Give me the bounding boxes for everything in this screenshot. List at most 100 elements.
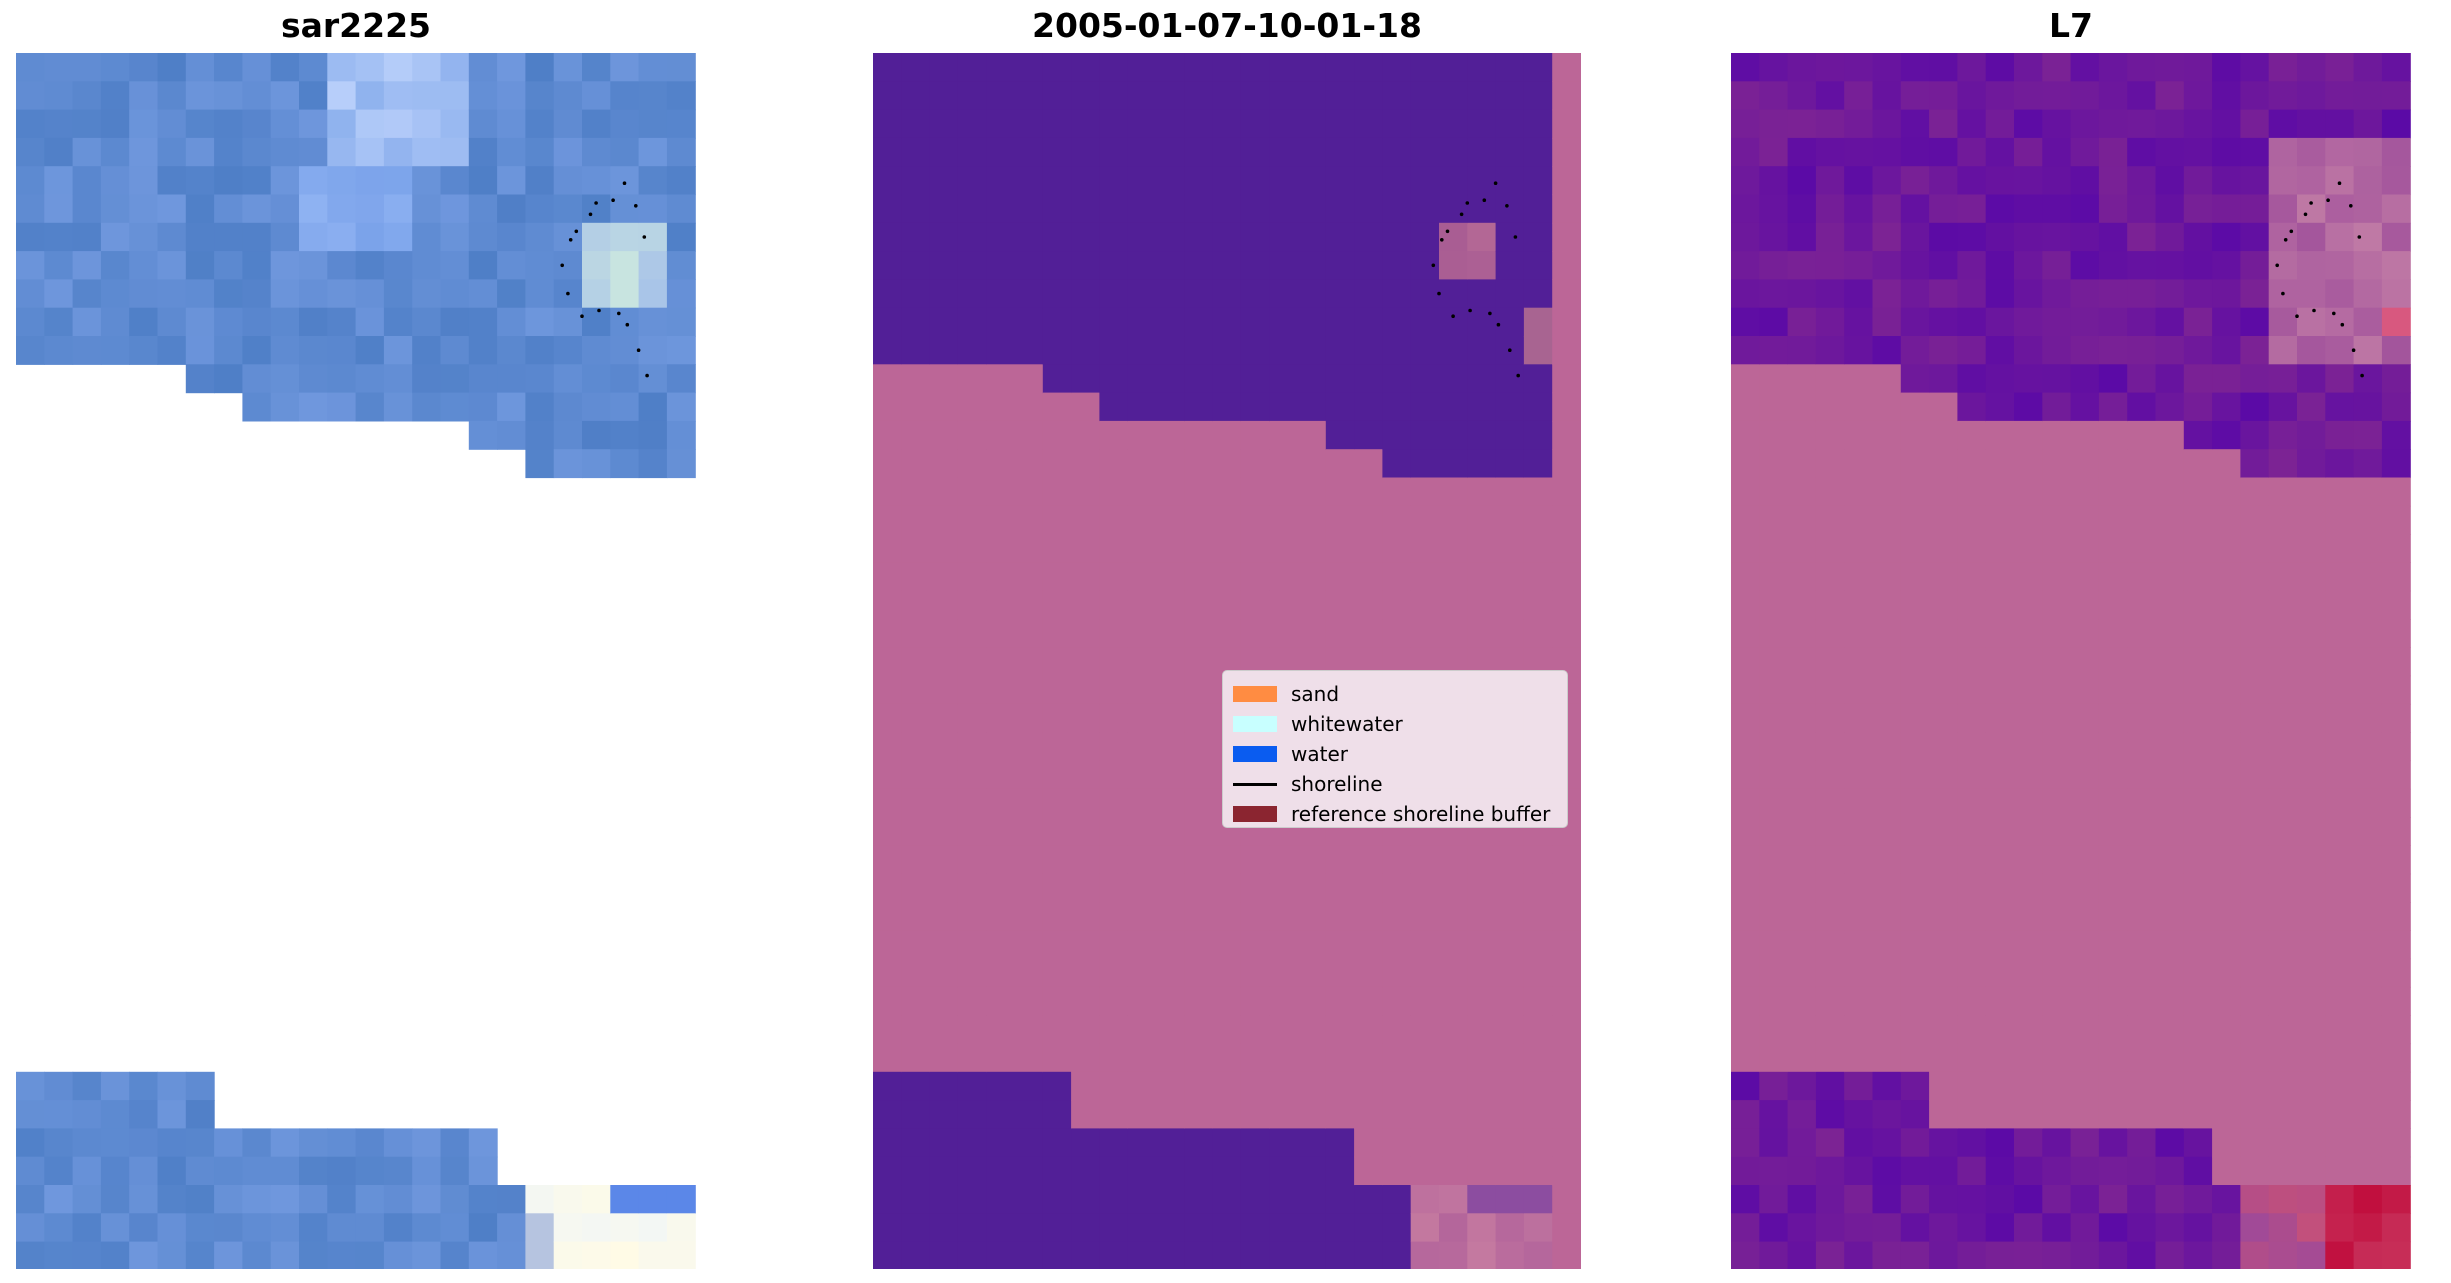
shoreline-point (2332, 311, 2336, 316)
index-pixel (1900, 392, 1930, 422)
class-pixel (1014, 930, 1044, 960)
index-pixel (1929, 222, 1958, 252)
index-pixel (2183, 109, 2213, 139)
index-pixel (2325, 109, 2355, 139)
class-pixel (1325, 1043, 1355, 1073)
index-pixel (2212, 1156, 2241, 1186)
rgb-pixel (327, 1128, 357, 1158)
index-pixel (2127, 902, 2157, 931)
rgb-pixel (299, 392, 328, 422)
index-pixel (2212, 958, 2241, 988)
index-pixel (2268, 364, 2298, 394)
class-pixel (1297, 1071, 1327, 1101)
class-pixel (1269, 930, 1299, 960)
class-pixel (1467, 1128, 1497, 1158)
class-pixel (1382, 1213, 1412, 1243)
rgb-pixel (242, 194, 272, 224)
rgb-pixel (129, 1156, 159, 1186)
index-pixel (1929, 109, 1958, 139)
class-pixel (1184, 449, 1214, 479)
index-pixel (2325, 1015, 2355, 1045)
class-pixel (1014, 1156, 1044, 1186)
class-pixel (1071, 53, 1100, 82)
index-pixel (2297, 137, 2326, 167)
index-pixel (2098, 307, 2128, 337)
class-pixel (901, 1015, 931, 1045)
index-pixel (1957, 562, 1987, 592)
index-pixel (1957, 534, 1987, 563)
index-pixel (2240, 505, 2270, 535)
rgb-pixel (666, 53, 696, 82)
class-pixel (1439, 364, 1468, 394)
index-pixel (2014, 817, 2043, 846)
rgb-pixel (553, 307, 583, 337)
class-pixel (873, 619, 902, 648)
class-pixel (1495, 166, 1525, 196)
shoreline-point (2340, 322, 2345, 327)
class-pixel (957, 986, 987, 1016)
index-pixel (1759, 562, 1789, 592)
index-pixel (2325, 1185, 2355, 1214)
rgb-pixel (383, 1156, 413, 1186)
index-pixel (1872, 534, 1902, 563)
index-pixel (2098, 958, 2128, 988)
class-pixel (1495, 364, 1525, 394)
index-pixel (2042, 166, 2072, 196)
index-pixel (2381, 1043, 2411, 1073)
index-pixel (2212, 251, 2241, 280)
class-pixel (873, 166, 902, 196)
rgb-pixel (582, 1185, 611, 1214)
class-pixel (1552, 336, 1581, 365)
class-pixel (929, 675, 959, 705)
class-pixel (1523, 336, 1553, 365)
index-pixel (2183, 1015, 2213, 1045)
index-pixel (1957, 619, 1987, 648)
rgb-pixel (610, 1185, 640, 1214)
rgb-pixel (666, 137, 696, 167)
rgb-pixel (299, 1213, 328, 1243)
index-pixel (2070, 562, 2100, 592)
index-pixel (2268, 788, 2298, 818)
index-pixel (2325, 307, 2355, 337)
class-pixel (1014, 505, 1044, 535)
class-pixel (1410, 590, 1440, 620)
rgb-pixel (72, 1185, 102, 1214)
rgb-pixel (157, 1185, 187, 1214)
class-pixel (1184, 534, 1214, 563)
index-pixel (2183, 958, 2213, 988)
index-pixel (2268, 1043, 2298, 1073)
class-pixel (957, 732, 987, 762)
index-pixel (1815, 251, 1845, 280)
class-pixel (1439, 81, 1468, 111)
class-pixel (1071, 675, 1100, 705)
index-pixel (2381, 166, 2411, 196)
index-pixel (1872, 1156, 1902, 1186)
index-pixel (1731, 760, 1760, 790)
class-pixel (1240, 505, 1270, 535)
rgb-pixel (44, 1156, 74, 1186)
legend-item-water: water (1233, 739, 1557, 769)
index-pixel (2070, 420, 2100, 450)
rgb-pixel (497, 420, 526, 450)
class-pixel (1127, 703, 1157, 733)
rgb-pixel (16, 194, 45, 224)
class-pixel (1071, 1128, 1100, 1158)
index-pixel (2353, 845, 2383, 875)
class-pixel (1297, 845, 1327, 875)
index-pixel (2042, 930, 2072, 960)
index-pixel (2240, 1185, 2270, 1214)
class-pixel (1071, 194, 1100, 224)
index-pixel (2042, 364, 2072, 394)
class-pixel (1269, 166, 1299, 196)
index-pixel (1872, 53, 1902, 82)
class-pixel (1354, 1128, 1383, 1158)
class-pixel (986, 930, 1016, 960)
class-pixel (1523, 873, 1553, 903)
class-pixel (1325, 364, 1355, 394)
rgb-pixel (129, 194, 159, 224)
index-pixel (2381, 194, 2411, 224)
class-pixel (1382, 1156, 1412, 1186)
class-pixel (1382, 194, 1412, 224)
class-pixel (1354, 1185, 1383, 1214)
index-pixel (2098, 279, 2128, 309)
